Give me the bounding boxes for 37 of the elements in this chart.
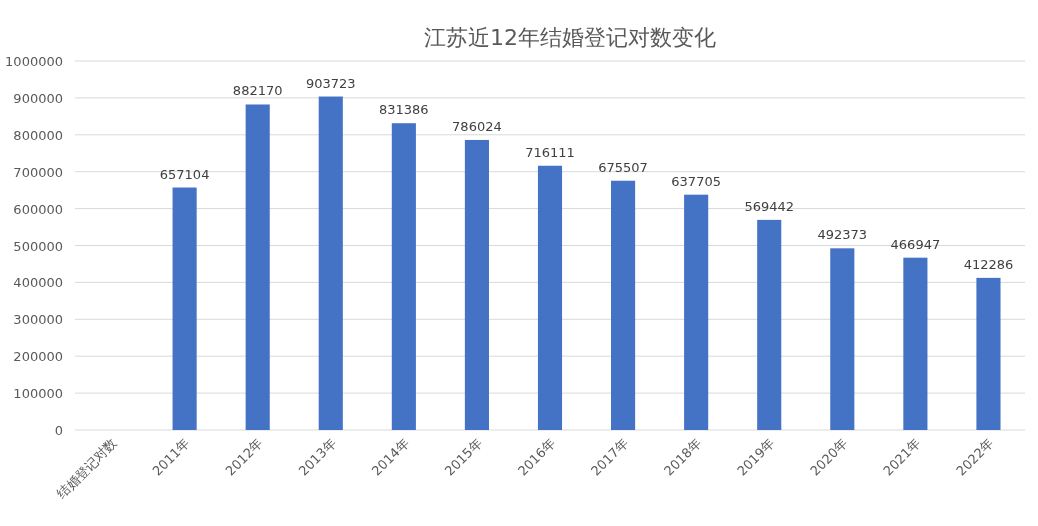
chart-title: 江苏近12年结婚登记对数变化 [424,25,716,50]
y-tick-label: 600000 [13,201,63,217]
bar [391,123,416,430]
data-label: 466947 [890,236,941,252]
data-label: 903723 [305,75,356,91]
data-label: 492373 [817,227,868,243]
bar [172,187,197,430]
y-tick-label: 300000 [13,312,63,328]
data-label: 657104 [159,166,210,182]
bar [245,104,270,430]
data-label: 882170 [232,83,283,99]
x-tick-label: 结婚登记对数 [53,435,120,502]
y-tick-label: 0 [54,423,63,438]
bar [976,277,1001,430]
y-tick-label: 700000 [13,164,63,180]
bar [830,248,855,430]
bar [611,180,636,430]
y-tick-label: 1000000 [5,54,63,69]
y-tick-label: 100000 [13,386,63,402]
y-tick-label: 900000 [13,90,63,106]
y-tick-label: 400000 [13,275,63,291]
data-label: 716111 [525,144,575,160]
data-label: 786024 [452,118,502,134]
bar [684,194,709,430]
data-label: 637705 [671,173,721,189]
y-tick-label: 200000 [13,349,63,365]
y-tick-label: 500000 [13,238,63,254]
bar [903,257,928,430]
data-label: 569442 [744,198,795,214]
bar [464,139,489,430]
data-label: 831386 [379,102,429,118]
bar [318,96,343,430]
bar [757,219,782,430]
data-label: 675507 [598,159,648,175]
bar [537,165,563,430]
data-label: 412286 [963,256,1014,272]
y-tick-label: 800000 [13,127,63,143]
